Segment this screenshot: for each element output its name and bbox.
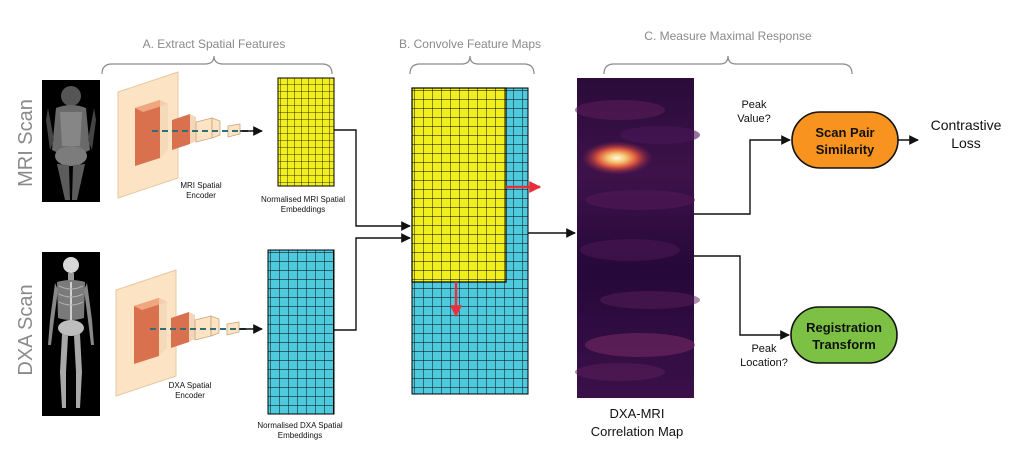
dxa-to-convolve-arrow <box>334 238 410 330</box>
dxa-scan-label: DXA Scan <box>15 284 37 375</box>
section-b-brace <box>410 56 534 74</box>
section-a-title: A. Extract Spatial Features <box>143 37 286 51</box>
contrastive-loss-label-1: Contrastive <box>931 117 1002 133</box>
peak-location-label-1: Peak <box>751 343 777 355</box>
section-c-title: C. Measure Maximal Response <box>644 29 812 43</box>
mri-scan-label: MRI Scan <box>15 99 37 187</box>
map-to-similarity-arrow <box>694 140 790 214</box>
mri-encoder-label-1: MRI Spatial <box>180 181 222 190</box>
dxa-embedding-label-1: Normalised DXA Spatial <box>257 421 343 430</box>
mri-encoder-label-2: Encoder <box>186 191 216 200</box>
dxa-embedding-label-2: Embeddings <box>278 431 322 440</box>
mri-scan-image <box>42 80 100 202</box>
peak-location-label-2: Location? <box>740 357 788 369</box>
mri-embedding-grid <box>278 78 334 186</box>
peak-value-label-1: Peak <box>741 99 767 111</box>
dxa-encoder <box>116 270 262 396</box>
dxa-scan-image <box>42 252 100 416</box>
contrastive-loss-label-2: Loss <box>951 135 981 151</box>
dxa-encoder-label-1: DXA Spatial <box>169 381 212 390</box>
mri-embedding-label-1: Normalised MRI Spatial <box>261 195 345 204</box>
dxa-embedding-grid <box>268 250 334 414</box>
correlation-map-label-2: Correlation Map <box>591 424 684 439</box>
section-a-brace <box>102 56 332 74</box>
similarity-label-2: Similarity <box>816 142 875 157</box>
registration-label-1: Registration <box>806 320 882 335</box>
map-to-registration-arrow <box>694 256 789 335</box>
peak-value-label-2: Value? <box>737 113 770 125</box>
section-c-brace <box>604 56 852 74</box>
registration-transform-node: Registration Transform <box>791 307 897 363</box>
correlation-map-label-1: DXA-MRI <box>610 406 665 421</box>
scan-pair-similarity-node: Scan Pair Similarity <box>792 112 898 168</box>
mri-to-convolve-arrow <box>334 130 410 226</box>
section-b-title: B. Convolve Feature Maps <box>399 37 541 51</box>
mri-encoder <box>118 72 262 198</box>
dxa-encoder-label-2: Encoder <box>175 391 205 400</box>
convolve-feature-maps <box>412 88 528 394</box>
pipeline-diagram: A. Extract Spatial Features B. Convolve … <box>0 0 1030 452</box>
mri-embedding-label-2: Embeddings <box>281 205 325 214</box>
correlation-map <box>575 78 700 398</box>
registration-label-2: Transform <box>812 337 876 352</box>
similarity-label-1: Scan Pair <box>815 125 874 140</box>
